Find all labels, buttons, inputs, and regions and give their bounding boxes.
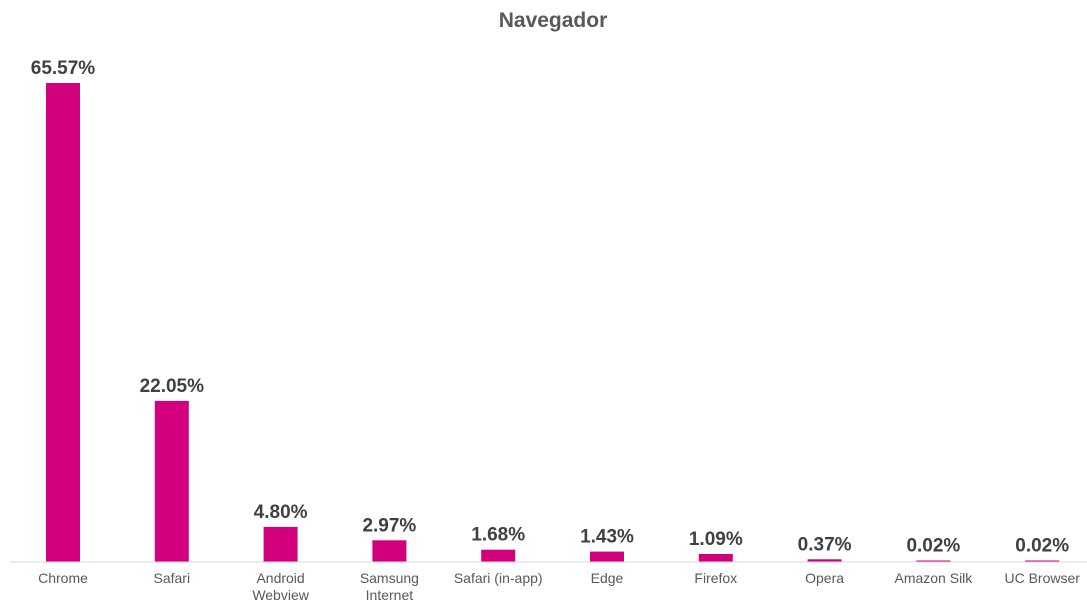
bar [481, 549, 516, 562]
bar [263, 526, 298, 562]
x-tick-label-line: Internet [366, 587, 414, 603]
x-tick-label: Opera [805, 570, 844, 586]
x-tick-label: Samsung Internet [360, 570, 419, 603]
x-tick-label-line: Opera [805, 570, 844, 586]
x-tick-labels-group: Chrome Safari Android Webview Samsung Interne… [38, 570, 1080, 603]
x-tick-label: Firefox [694, 570, 737, 586]
x-tick-label: Edge [591, 570, 624, 586]
x-tick-label-line: Android [256, 570, 304, 586]
x-tick-label-line: Safari [154, 570, 191, 586]
x-tick-label: Amazon Silk [894, 570, 973, 586]
x-tick-label-line: Edge [591, 570, 624, 586]
x-tick-label: Chrome [38, 570, 88, 586]
x-tick-label: Safari [154, 570, 191, 586]
bar [1025, 560, 1060, 562]
x-tick-label: Android Webview [252, 570, 309, 603]
x-tick-label-line: Amazon Silk [894, 570, 973, 586]
data-label: 4.80% [254, 502, 308, 523]
data-label: 22.05% [140, 376, 205, 397]
data-label: 0.37% [798, 534, 852, 555]
bars-group [46, 83, 1060, 562]
bar [46, 83, 80, 562]
data-label: 1.09% [689, 529, 743, 550]
data-label: 1.43% [580, 527, 634, 548]
x-tick-label-line: Chrome [38, 570, 88, 586]
x-tick-label: UC Browser [1004, 570, 1080, 586]
bar [698, 554, 733, 562]
x-tick-label-line: Firefox [694, 570, 737, 586]
data-label: 0.02% [1015, 536, 1069, 557]
data-label: 1.68% [471, 525, 525, 546]
bar [916, 560, 951, 562]
data-labels-group: 65.57% 22.05% 4.80% 2.97% 1.68% 1.43% 1.09% 0.3… [31, 58, 1069, 557]
bar [372, 540, 407, 562]
data-label: 2.97% [362, 515, 416, 536]
x-tick-label-line: Webview [252, 587, 309, 603]
data-label: 65.57% [31, 58, 96, 79]
data-label: 0.02% [906, 536, 960, 557]
x-tick-label-line: Safari (in-app) [454, 570, 543, 586]
x-tick-label-line: UC Browser [1004, 570, 1080, 586]
x-tick-label: Safari (in-app) [454, 570, 543, 586]
chart-title: Navegador [499, 9, 608, 32]
x-tick-label-line: Samsung [360, 570, 419, 586]
bar [154, 400, 189, 562]
bar [807, 559, 842, 562]
bar [590, 551, 624, 562]
